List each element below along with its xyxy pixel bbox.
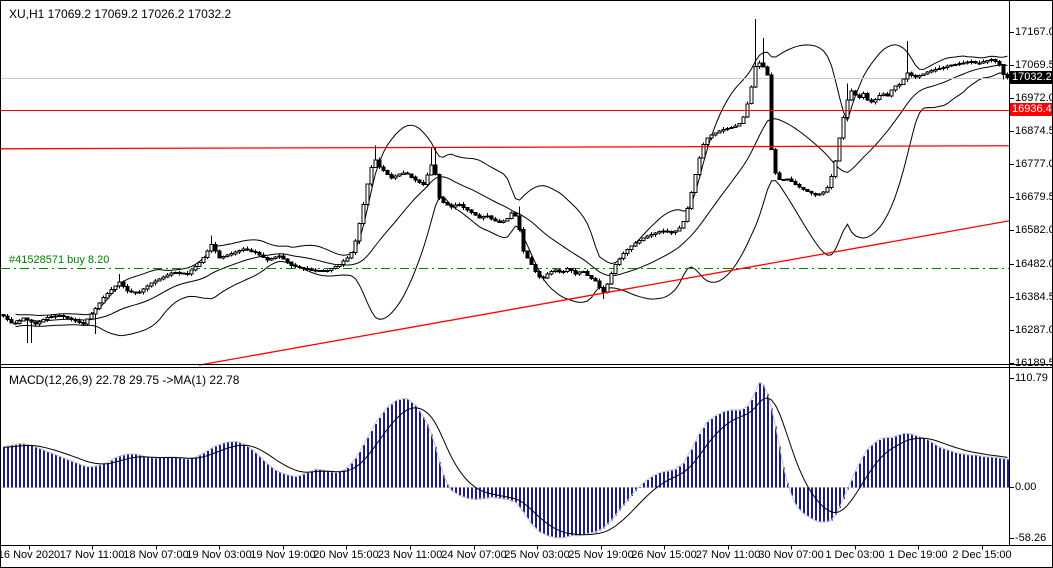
price-axis[interactable]: 17167.0 17069.5 16972.0 16874.5 16777.0 16679… [1010, 1, 1053, 545]
alert-price-tag: 16936.4 [1010, 103, 1052, 116]
time-axis-label: 25 Nov 03:00 [504, 549, 570, 561]
time-axis-label: 23 Nov 11:00 [377, 549, 443, 561]
time-axis[interactable]: 16 Nov 2020 17 Nov 11:00 18 Nov 07:00 19 No… [0, 547, 1052, 567]
price-axis-label: 16482.0 [1015, 257, 1053, 270]
time-axis-label: 19 Nov 19:00 [250, 549, 316, 561]
price-axis-label: 17167.0 [1015, 26, 1053, 38]
time-axis-label: 18 Nov 07:00 [123, 549, 189, 561]
buy-position-label: #41528571 buy 8.20 [9, 254, 110, 266]
time-axis-label: 26 Nov 15:00 [631, 549, 697, 561]
time-axis-label: 16 Nov 2020 [0, 549, 61, 561]
macd-axis[interactable]: 110.79 0.00 -58.26 [1010, 371, 1052, 545]
macd-axis-label: 110.79 [1015, 372, 1048, 384]
price-axis-label: 16287.0 [1015, 323, 1053, 336]
macd-indicator-label: MACD(12,26,9) 22.78 29.75 ->MA(1) 22.78 [9, 373, 240, 387]
price-axis-label: 16189.5 [1015, 356, 1053, 369]
time-axis-label: 1 Dec 19:00 [888, 549, 948, 561]
price-axis-label: 16582.0 [1015, 224, 1053, 237]
time-axis-label: 19 Nov 03:00 [186, 549, 252, 561]
current-price-tag: 17032.2 [1010, 71, 1052, 84]
price-axis-label: 16679.5 [1015, 191, 1053, 204]
time-axis-label: 1 Dec 03:00 [825, 549, 885, 561]
time-axis-label: 25 Nov 19:00 [568, 549, 634, 561]
time-axis-label: 27 Nov 11:00 [695, 549, 761, 561]
macd-axis-label: -58.26 [1015, 532, 1047, 544]
price-axis-label: 16972.0 [1015, 92, 1053, 104]
price-axis-label: 16384.5 [1015, 290, 1053, 303]
price-axis-label: 17069.5 [1015, 59, 1053, 71]
time-axis-label: 2 Dec 15:00 [952, 549, 1012, 561]
time-axis-label: 17 Nov 11:00 [59, 549, 125, 561]
time-axis-label: 20 Nov 15:00 [313, 549, 379, 561]
chart-title: XU,H1 17069.2 17069.2 17026.2 17032.2 [9, 7, 232, 21]
time-axis-label: 24 Nov 07:00 [441, 549, 507, 561]
price-axis-label: 16874.5 [1015, 125, 1053, 138]
price-axis-label: 16777.0 [1015, 158, 1053, 171]
macd-axis-label: 0.00 [1015, 481, 1037, 493]
time-axis-label: 30 Nov 07:00 [758, 549, 824, 561]
